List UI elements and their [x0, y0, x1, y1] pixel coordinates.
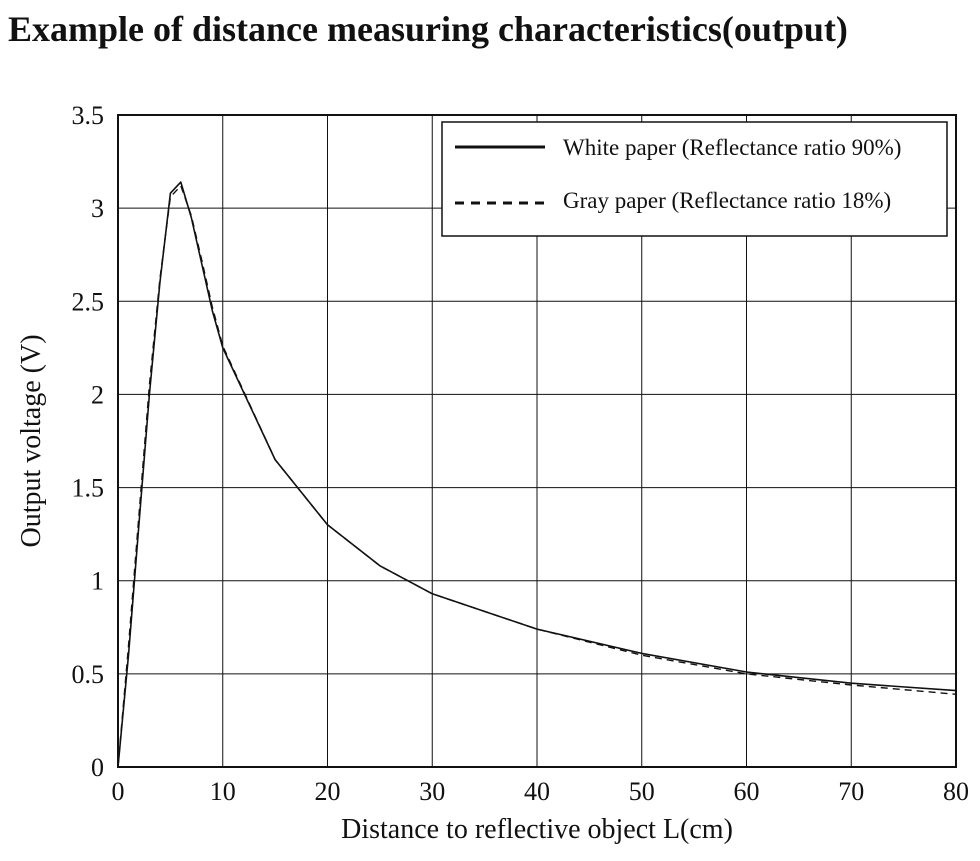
- series-line-white-paper: [117, 181, 957, 768]
- x-tick-labels: 0 10 20 30 40 50 60 70 80: [112, 777, 970, 806]
- series-lines: [117, 181, 957, 768]
- x-tick-label: 10: [210, 777, 236, 806]
- y-tick-label: 2: [91, 380, 104, 409]
- y-tick-label: 2.5: [72, 287, 105, 316]
- page-title: Example of distance measuring characteri…: [8, 9, 848, 49]
- y-axis-label: Output voltage (V): [16, 334, 47, 547]
- x-axis-label: Distance to reflective object L(cm): [341, 814, 733, 845]
- x-tick-label: 70: [838, 777, 864, 806]
- y-tick-label: 1: [91, 567, 104, 596]
- y-tick-label: 0: [91, 753, 104, 782]
- legend: White paper (Reflectance ratio 90%) Gray…: [441, 121, 948, 237]
- x-tick-label: 50: [629, 777, 655, 806]
- y-tick-label: 3.5: [72, 101, 105, 130]
- x-tick-label: 20: [315, 777, 341, 806]
- series-line-gray-paper: [117, 185, 957, 768]
- legend-label-gray-paper: Gray paper (Reflectance ratio 18%): [563, 188, 891, 213]
- legend-box: [441, 121, 948, 237]
- x-tick-label: 80: [943, 777, 969, 806]
- y-tick-labels: 0 0.5 1 1.5 2 2.5 3 3.5: [72, 101, 105, 782]
- y-tick-label: 3: [91, 194, 104, 223]
- x-tick-label: 0: [112, 777, 125, 806]
- y-tick-label: 0.5: [72, 660, 105, 689]
- x-tick-label: 30: [419, 777, 445, 806]
- x-tick-label: 60: [734, 777, 760, 806]
- x-tick-label: 40: [524, 777, 550, 806]
- plot-frame: [117, 114, 957, 768]
- y-tick-label: 1.5: [72, 474, 105, 503]
- legend-label-white-paper: White paper (Reflectance ratio 90%): [563, 135, 901, 160]
